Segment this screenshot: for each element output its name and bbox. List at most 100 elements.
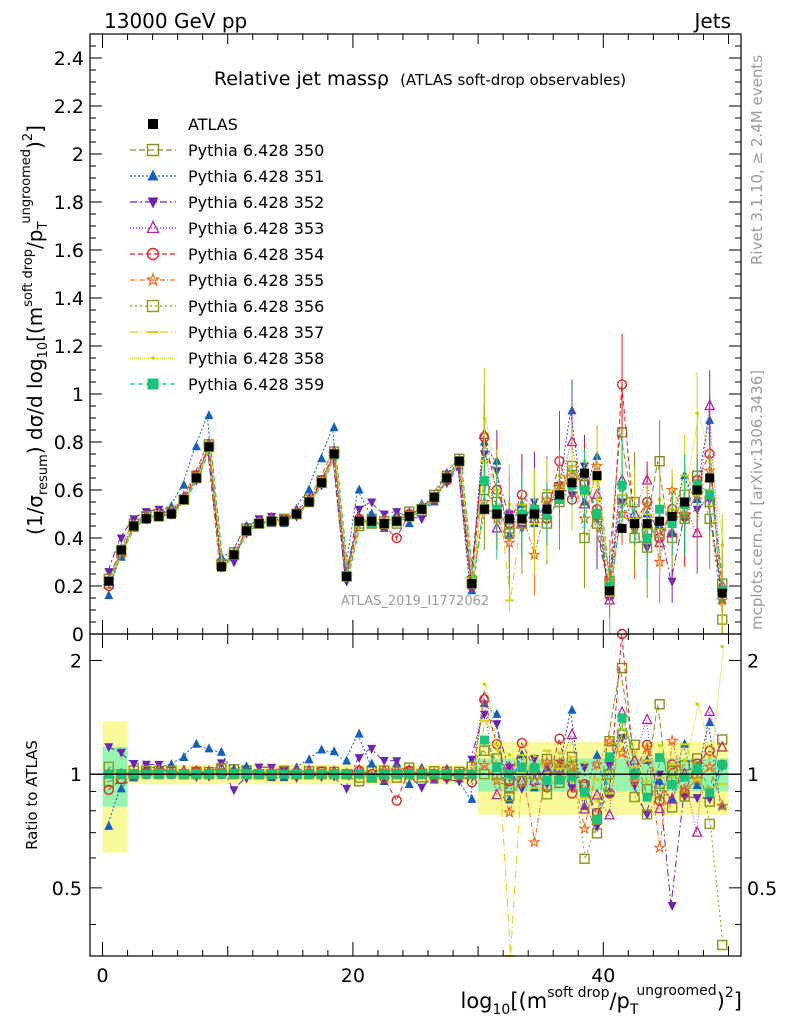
series-point [617,480,627,490]
ratio-point [116,783,126,793]
legend-label: Pythia 6.428 355 [188,271,324,290]
series-point [595,497,599,502]
stat-band [615,758,629,792]
ratio-point [590,757,604,770]
atlas-point [717,588,727,598]
series-point [104,590,114,600]
series-point [191,441,201,451]
atlas-point [454,456,464,466]
ratio-point [554,733,565,744]
ratio-point [629,791,640,803]
atlas-data-layer [90,442,741,775]
y-tick-label: 0 [72,624,84,646]
series-point [116,534,126,544]
ratio-point [417,783,427,793]
y-tick-label: 1.4 [54,288,84,310]
ratio-point [717,939,728,951]
ratio-point [595,799,599,803]
ratio-point [695,702,699,706]
atlas-point [692,485,702,495]
rivet-version-label: Rivet 3.1.10, ≥ 2.4M events [748,55,766,265]
legend-marker [151,356,155,360]
atlas-point [605,586,615,596]
legend-marker [146,143,160,157]
atlas-point [429,492,439,502]
top-y-axis-label: (1/σresum) dσ/d log10[(msoft drop/pTungr… [19,125,51,535]
series-point [517,509,527,519]
analysis-watermark: ATLAS_2019_I1772062 [341,594,489,609]
ratio-point [204,743,214,753]
atlas-point [667,511,677,521]
ratio-point [504,794,514,804]
series-point [504,599,514,602]
y-tick-label: 1.2 [54,336,84,358]
ratio-point [642,792,652,802]
atlas-point [229,550,239,560]
legend-marker [146,247,160,261]
legend-label: Pythia 6.428 350 [188,141,324,160]
ratio-point [642,810,652,820]
x-axis-label: log10[(msoft drop/pTungroomed)2] [461,983,743,1018]
atlas-point [116,545,126,555]
series-point [417,515,427,525]
series-point [482,416,487,420]
atlas-point [392,516,402,526]
ratio-point [605,792,615,795]
series-point [204,410,214,420]
y-tick-label: 0.8 [54,432,84,454]
legend-label: Pythia 6.428 352 [188,193,324,212]
series-point [642,533,652,543]
ratio-point [580,787,590,797]
ratio-point [705,786,715,789]
series-point [317,453,327,463]
atlas-point [517,514,527,524]
ratio-point [542,749,552,752]
series-point [492,504,502,514]
legend-marker [147,197,159,209]
ratio-point [329,746,339,756]
ratio-point [592,815,602,825]
ratio-point [679,791,690,802]
stat-band [478,758,491,792]
ratio-point [605,752,615,762]
ratio-point [592,822,602,832]
atlas-point [492,509,502,519]
ratio-point [482,682,487,686]
ratio-point [640,741,654,754]
atlas-point [204,442,214,452]
ratio-tick-label: 0.5 [52,878,82,900]
ratio-point [654,787,665,798]
ratio-point [241,761,251,771]
atlas-point [567,478,577,488]
series-point [654,456,665,467]
ratio-point [229,786,239,796]
y-tick-label: 1 [72,384,84,406]
ratio-point [592,749,602,759]
legend-marker [148,119,158,129]
ratio-tick-label: 1 [70,764,82,786]
ratio-point [367,758,377,768]
ratio-point [566,728,578,740]
ratio-point [491,788,503,800]
ratio-point [529,786,539,789]
ratio-point [479,719,489,722]
ratio-point [705,795,715,805]
ratio-point [680,772,690,782]
legend-marker [147,331,159,333]
x-tick-label: 40 [591,965,615,987]
series-point [655,504,665,514]
ratio-point [692,778,702,781]
atlas-point [642,519,652,529]
chart-title: Relative jet massρ (ATLAS soft-drop obse… [214,68,626,90]
ratio-tick-label-right: 0.5 [747,878,777,900]
atlas-point [467,579,477,589]
ratio-point [354,754,364,764]
series-point [304,484,314,494]
atlas-point [342,571,352,581]
atlas-point [554,490,564,500]
ratio-point [304,754,314,764]
ratio-point [654,795,665,806]
legend-marker [145,272,161,287]
atlas-point [592,471,602,481]
